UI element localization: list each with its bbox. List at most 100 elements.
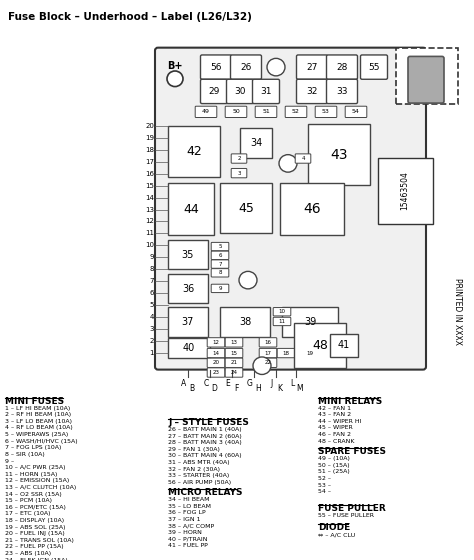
Text: 27: 27 [306,63,318,72]
Text: 12 – EMISSION (15A): 12 – EMISSION (15A) [5,478,69,483]
Bar [396,48,458,104]
Bar [168,274,208,304]
Text: 48: 48 [312,339,328,352]
FancyBboxPatch shape [225,368,243,377]
Text: 8: 8 [218,270,222,276]
Text: 15: 15 [230,351,237,356]
FancyBboxPatch shape [230,55,262,80]
Text: 18 – DISPLAY (10A): 18 – DISPLAY (10A) [5,518,64,523]
Text: 33 – STARTER (40A): 33 – STARTER (40A) [168,473,229,478]
Text: ⇔ – A/C CLU: ⇔ – A/C CLU [318,532,355,537]
FancyBboxPatch shape [301,348,319,358]
Text: 7 – FOG LPS (10A): 7 – FOG LPS (10A) [5,445,61,450]
Text: 31 – ABS MTR (40A): 31 – ABS MTR (40A) [168,460,229,465]
Text: 43 – FAN 2: 43 – FAN 2 [318,412,351,417]
Text: 28 – BATT MAIN 3 (40A): 28 – BATT MAIN 3 (40A) [168,440,242,445]
Bar [168,127,220,177]
Text: 19: 19 [307,351,313,356]
Text: 38 – A/C COMP: 38 – A/C COMP [168,524,214,529]
Bar [378,157,433,223]
Text: 42 – FAN 1: 42 – FAN 1 [318,405,351,410]
Text: 56 – AIR PUMP (50A): 56 – AIR PUMP (50A) [168,480,231,485]
Bar [280,183,344,235]
Text: 33: 33 [336,87,348,96]
Text: 10 – A/C PWR (25A): 10 – A/C PWR (25A) [5,465,65,470]
FancyBboxPatch shape [211,242,229,251]
Text: 31: 31 [260,87,272,96]
Text: 6 – WASH/HI/HVC (15A): 6 – WASH/HI/HVC (15A) [5,438,78,444]
Text: 39: 39 [304,317,316,327]
Text: 40 – P/TRAIN: 40 – P/TRAIN [168,536,208,542]
Text: 12: 12 [145,218,154,225]
Text: MINI FUSES: MINI FUSES [5,397,64,406]
Text: 3: 3 [237,171,241,176]
FancyBboxPatch shape [195,106,217,118]
Text: 1 – LF HI BEAM (10A): 1 – LF HI BEAM (10A) [5,405,70,410]
Text: 4: 4 [301,156,305,161]
FancyBboxPatch shape [201,55,231,80]
Text: 41: 41 [338,340,350,351]
FancyBboxPatch shape [315,106,337,118]
FancyBboxPatch shape [277,348,295,358]
Text: 21: 21 [230,360,237,365]
Text: 2 – RF HI BEAM (10A): 2 – RF HI BEAM (10A) [5,412,71,417]
Bar [220,183,272,234]
Text: 36: 36 [182,284,194,294]
Text: 23: 23 [212,370,219,375]
Text: 2: 2 [150,338,154,344]
FancyBboxPatch shape [201,80,228,104]
Text: 17: 17 [145,158,154,165]
Text: 49 – (10A): 49 – (10A) [318,456,350,461]
Text: 28: 28 [337,63,348,72]
Text: 44 – WIPER HI: 44 – WIPER HI [318,419,362,424]
Text: 32: 32 [306,87,318,96]
Text: 6: 6 [218,253,222,258]
Text: 54 –: 54 – [318,489,331,494]
Text: 38: 38 [239,317,251,327]
Text: 10: 10 [145,242,154,249]
Text: 19 – ABS SOL (25A): 19 – ABS SOL (25A) [5,525,65,530]
Text: 50 – (15A): 50 – (15A) [318,463,350,468]
FancyBboxPatch shape [297,80,328,104]
Text: 19: 19 [145,135,154,141]
Bar [168,307,208,337]
Text: 24 – ELEK IGN (15A): 24 – ELEK IGN (15A) [5,558,68,560]
Circle shape [267,58,285,76]
FancyBboxPatch shape [295,154,311,163]
Text: 17: 17 [264,351,272,356]
FancyBboxPatch shape [207,358,225,367]
Text: MINI RELAYS: MINI RELAYS [318,397,382,406]
Text: A: A [182,379,187,388]
Text: 42: 42 [186,145,202,158]
Text: 5: 5 [218,244,222,249]
Text: 51 – (25A): 51 – (25A) [318,469,350,474]
Text: 17 – ETC (10A): 17 – ETC (10A) [5,511,51,516]
FancyBboxPatch shape [211,251,229,259]
Bar [220,307,270,337]
Text: DIODE: DIODE [318,523,350,533]
FancyBboxPatch shape [361,55,388,80]
Text: 9: 9 [149,254,154,260]
Text: F: F [234,384,238,393]
Text: 1: 1 [149,350,154,356]
Text: K: K [277,384,283,393]
Bar [240,128,272,157]
Text: 15 – PCM (10A): 15 – PCM (10A) [5,498,52,503]
Text: 13: 13 [230,340,237,345]
FancyBboxPatch shape [408,57,444,103]
Bar [294,323,346,368]
Text: 14: 14 [145,194,154,200]
Text: B: B [190,384,194,393]
Text: 43: 43 [330,148,348,162]
Text: 4 – RF LO BEAM (10A): 4 – RF LO BEAM (10A) [5,426,73,431]
Text: 54: 54 [352,109,360,114]
Text: 30 – BATT MAIN 4 (60A): 30 – BATT MAIN 4 (60A) [168,454,242,459]
Text: 39 – HORN: 39 – HORN [168,530,202,535]
Text: 20: 20 [212,360,219,365]
FancyBboxPatch shape [227,80,254,104]
Text: 36 – FOG LP: 36 – FOG LP [168,510,206,515]
Bar [308,124,370,185]
Text: B+: B+ [167,61,183,71]
FancyBboxPatch shape [231,154,247,163]
Text: 53 –: 53 – [318,483,331,488]
